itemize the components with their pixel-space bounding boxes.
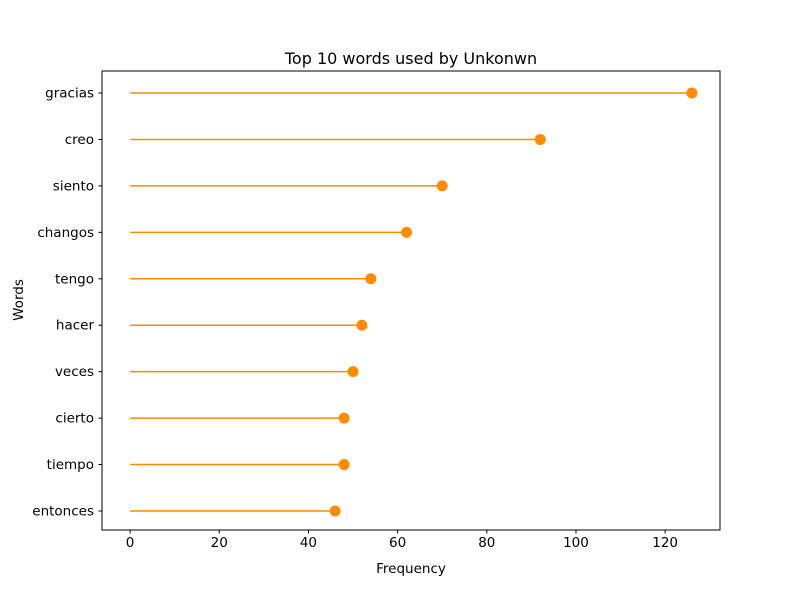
x-tick-label: 20 xyxy=(211,535,228,551)
y-tick-label: entonces xyxy=(32,504,94,520)
y-tick-label: gracias xyxy=(45,86,94,102)
y-tick-label: hacer xyxy=(56,318,95,334)
data-point xyxy=(356,319,368,331)
data-point xyxy=(401,226,413,238)
y-axis-label: Words xyxy=(11,279,27,321)
plot-area-border xyxy=(101,70,721,531)
x-tick-label: 120 xyxy=(652,535,678,551)
data-point xyxy=(338,459,350,471)
data-point xyxy=(329,505,341,517)
y-tick-label: creo xyxy=(65,132,94,148)
x-tick-label: 60 xyxy=(389,535,406,551)
x-tick-label: 80 xyxy=(478,535,495,551)
x-tick-label: 0 xyxy=(126,535,135,551)
y-tick-label: changos xyxy=(37,225,94,241)
lollipop-series xyxy=(130,87,698,517)
data-point xyxy=(347,366,359,378)
y-tick-label: tengo xyxy=(55,271,94,287)
data-point xyxy=(686,87,698,99)
y-axis-ticks: gracias creo siento changos tengo hacer veces c… xyxy=(32,86,102,520)
y-tick-label: tiempo xyxy=(47,457,94,473)
data-point xyxy=(436,180,448,192)
y-tick-label: siento xyxy=(53,178,94,194)
y-tick-label: cierto xyxy=(55,411,94,427)
data-point xyxy=(365,273,377,285)
data-point xyxy=(534,133,546,145)
x-tick-label: 100 xyxy=(563,535,589,551)
chart-title: Top 10 words used by Unkonwn xyxy=(284,49,537,68)
y-tick-label: veces xyxy=(55,364,94,380)
x-axis-label: Frequency xyxy=(376,561,446,577)
x-tick-label: 40 xyxy=(300,535,317,551)
data-point xyxy=(338,412,350,424)
x-axis-ticks: 0 20 40 60 80 100 120 xyxy=(126,530,678,551)
